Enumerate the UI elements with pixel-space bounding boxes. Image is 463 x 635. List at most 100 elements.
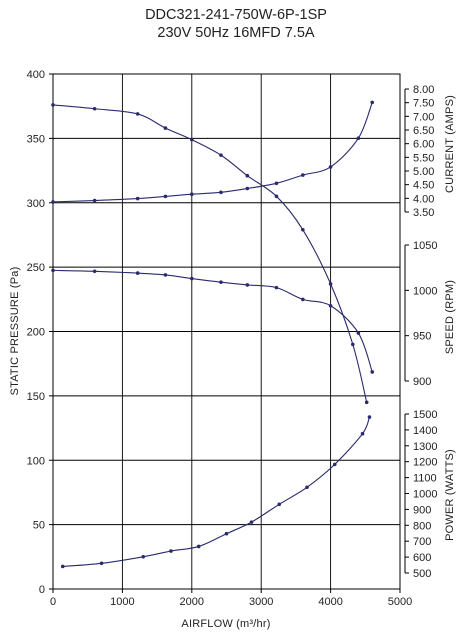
power-point	[141, 554, 146, 559]
static-pressure-point	[274, 194, 279, 199]
right-tick-label: 3.50	[413, 207, 434, 219]
current-point	[51, 200, 55, 204]
speed-point	[92, 269, 97, 274]
current-point	[219, 190, 223, 195]
series-layer	[51, 100, 375, 569]
power-point	[367, 415, 372, 419]
speed-point	[301, 297, 305, 302]
y-axis-label: STATIC PRESSURE (Pa)	[9, 267, 21, 396]
current-point	[274, 181, 279, 186]
y-tick-label: 350	[27, 133, 45, 145]
y-tick-label: 250	[27, 262, 45, 274]
current-point	[190, 192, 194, 197]
power-point	[305, 485, 309, 490]
current-point	[92, 198, 97, 203]
static-pressure-point	[245, 173, 250, 178]
speed-point	[190, 276, 194, 281]
right-tick-label: 600	[413, 552, 431, 564]
right-tick-label: 8.00	[413, 84, 434, 96]
right-tick-label: 1050	[413, 240, 437, 252]
static-pressure-point	[328, 282, 333, 286]
static-pressure-point	[364, 400, 369, 405]
speed-point	[51, 268, 55, 273]
speed-point	[245, 283, 250, 287]
static-pressure-point	[163, 126, 168, 130]
power-point	[169, 549, 173, 553]
y-tick-label: 300	[27, 198, 45, 210]
speed-point	[219, 280, 223, 284]
right-tick-label: 700	[413, 536, 431, 548]
speed-axis-label: SPEED (RPM)	[444, 280, 456, 354]
power-point	[360, 431, 365, 436]
x-axis-label: AIRFLOW (m³/hr)	[181, 618, 270, 630]
current-axis-label: CURRENT (AMPS)	[444, 95, 456, 193]
right-tick-label: 800	[413, 520, 431, 532]
chart-title: DDC321-241-750W-6P-1SP	[145, 7, 327, 23]
speed-point	[274, 285, 279, 290]
power-point	[277, 502, 282, 507]
right-tick-label: 950	[413, 331, 431, 343]
right-tick-label: 900	[413, 504, 431, 516]
current-point	[135, 196, 140, 201]
x-tick-label: 5000	[388, 596, 412, 608]
y-tick-label: 50	[33, 520, 45, 532]
right-tick-label: 6.50	[413, 125, 434, 137]
x-axis-ticks: 0 1000 2000 3000 4000 5000	[50, 589, 412, 608]
right-tick-label: 1100	[413, 473, 437, 485]
power-point	[60, 564, 65, 569]
static-pressure-point	[301, 227, 305, 232]
right-tick-label: 1200	[413, 457, 437, 469]
static-pressure-point	[51, 103, 55, 107]
speed-point	[356, 331, 361, 335]
x-tick-label: 3000	[249, 596, 273, 608]
static-pressure-point	[351, 342, 355, 347]
x-tick-label: 4000	[318, 596, 342, 608]
static-pressure-point	[190, 137, 194, 142]
right-tick-label: 1300	[413, 441, 437, 453]
y-tick-label: 150	[27, 391, 45, 403]
speed-point	[135, 271, 140, 275]
current-curve	[52, 102, 373, 203]
static-pressure-point	[92, 106, 97, 111]
speed-point	[370, 370, 375, 374]
right-tick-label: 5.50	[413, 152, 434, 164]
current-point	[245, 186, 250, 191]
x-tick-label: 2000	[180, 596, 204, 608]
static-pressure-curve	[52, 104, 368, 403]
current-point	[328, 165, 333, 169]
x-tick-label: 1000	[110, 596, 134, 608]
y-tick-label: 100	[27, 455, 45, 467]
y-axis-ticks: 0 50 100 150 200 250 300 350 400	[27, 69, 53, 596]
right-tick-label: 1400	[413, 425, 437, 437]
power-point	[332, 462, 337, 467]
power-point	[196, 544, 201, 549]
right-tick-label: 500	[413, 568, 431, 580]
right-tick-label: 6.00	[413, 139, 434, 151]
right-axes-ticks: 3.50 4.004.50 5.00 5.506.00 6.50 7.007.50 8.00…	[404, 84, 437, 580]
current-point	[356, 136, 361, 140]
speed-curve	[52, 269, 373, 373]
static-pressure-point	[219, 153, 223, 157]
chart-subtitle: 230V 50Hz 16MFD 7.5A	[157, 25, 314, 41]
static-pressure-point	[135, 112, 140, 116]
speed-point	[163, 273, 168, 277]
power-curve	[62, 416, 370, 568]
power-axis-label: POWER (WATTS)	[444, 449, 456, 541]
speed-point	[328, 303, 333, 308]
right-tick-label: 1500	[413, 409, 437, 421]
current-point	[163, 194, 168, 199]
right-tick-label: 5.00	[413, 166, 434, 178]
right-tick-label: 4.00	[413, 193, 434, 205]
power-point	[224, 531, 229, 536]
y-tick-label: 400	[27, 69, 45, 81]
y-tick-label: 0	[39, 584, 45, 596]
power-point	[99, 561, 104, 566]
grid-lines	[53, 74, 400, 589]
x-tick-label: 0	[50, 596, 56, 608]
right-tick-label: 7.00	[413, 111, 434, 123]
right-tick-label: 900	[413, 376, 431, 388]
current-point	[370, 100, 375, 105]
right-tick-label: 4.50	[413, 180, 434, 192]
